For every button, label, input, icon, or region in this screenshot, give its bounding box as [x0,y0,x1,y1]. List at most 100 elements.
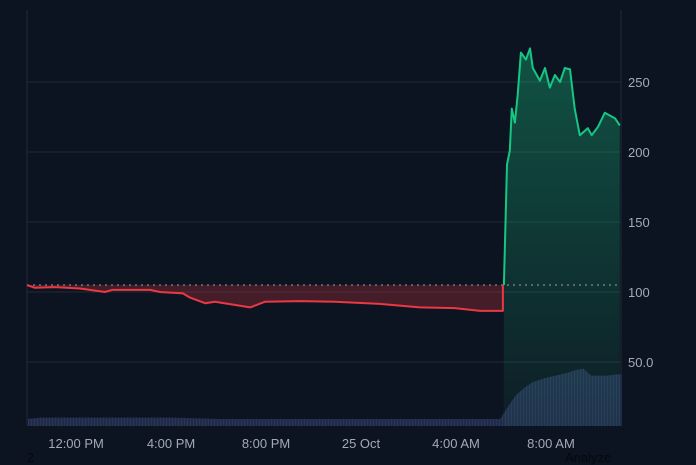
volume-bar [82,417,84,426]
volume-bar [142,417,144,426]
volume-bar [196,418,198,426]
volume-bar [211,418,213,426]
analyze-link[interactable]: Analyze [565,450,612,465]
volume-bar [130,417,132,426]
volume-bar [112,417,114,426]
volume-bar [331,419,333,426]
volume-bar [496,419,498,426]
volume-bar [125,417,127,426]
volume-bar [347,419,349,426]
volume-bar [109,417,111,426]
volume-bar [158,417,160,426]
volume-bar [440,419,442,426]
volume-bar [166,417,168,426]
volume-bar [179,417,181,426]
volume-bar [106,417,108,426]
volume-bar [136,417,138,426]
volume-bar [383,419,385,426]
volume-bar [350,419,352,426]
volume-bar [365,419,367,426]
volume-bar [238,419,240,426]
volume-bar [373,419,375,426]
volume-bar [448,419,450,426]
volume-bar [67,417,69,426]
volume-bar [100,417,102,426]
volume-bar [377,419,379,426]
volume-bar [61,417,63,426]
volume-bar [83,417,85,426]
x-tick-label: 8:00 AM [527,436,575,451]
volume-bar [335,419,337,426]
volume-bar [463,419,465,426]
volume-bar [103,417,105,426]
volume-bar [356,419,358,426]
volume-bar [134,417,136,426]
volume-bar [172,417,174,426]
volume-bar [91,417,93,426]
volume-bar [139,417,141,426]
volume-bar [37,417,39,426]
volume-bar [146,417,148,426]
volume-bar [472,419,474,426]
volume-bar [88,417,90,426]
volume-bar [391,419,393,426]
volume-bar [46,417,48,426]
volume-bar [460,419,462,426]
volume-bar [367,419,369,426]
volume-bar [254,419,256,426]
volume-bar [442,419,444,426]
volume-bar [437,419,439,426]
volume-bar [430,419,432,426]
volume-bar [467,419,469,426]
volume-bar [451,419,453,426]
volume-bar [320,419,322,426]
volume-bar [290,419,292,426]
volume-bar [620,374,622,426]
volume-bar [59,417,61,426]
volume-bar [421,419,423,426]
volume-bar [395,419,397,426]
volume-bar [175,417,177,426]
volume-bar [248,419,250,426]
volume-bar [446,419,448,426]
volume-bar [259,419,261,426]
volume-bar [316,419,318,426]
volume-bar [491,419,493,426]
volume-bar [374,419,376,426]
volume-bar [499,419,501,426]
price-line-up [502,47,621,286]
price-line-down [26,284,504,312]
volume-bar [427,419,429,426]
volume-bar [314,419,316,426]
volume-bar [452,419,454,426]
volume-bar [385,419,387,426]
volume-bar [481,419,483,426]
volume-bar [149,417,151,426]
volume-bar [229,419,231,426]
volume-bar [118,417,120,426]
volume-bar [286,419,288,426]
volume-bar [368,419,370,426]
volume-bar [455,419,457,426]
volume-bar [29,418,31,426]
x-tick-label: 4:00 PM [147,436,195,451]
volume-bar [247,419,249,426]
volume-bar [181,417,183,426]
volume-bar [425,419,427,426]
volume-bar [119,417,121,426]
volume-bar [502,415,504,426]
volume-bar [71,417,73,426]
volume-bar [325,419,327,426]
volume-bar [97,417,99,426]
volume-bar [319,419,321,426]
volume-bar [143,417,145,426]
volume-bar [359,419,361,426]
volume-bar [419,419,421,426]
volume-bar [155,417,157,426]
y-tick-label: 250 [628,75,650,90]
volume-bar [479,419,481,426]
volume-bar [466,419,468,426]
volume-bar [31,418,33,426]
volume-bar [220,419,222,426]
